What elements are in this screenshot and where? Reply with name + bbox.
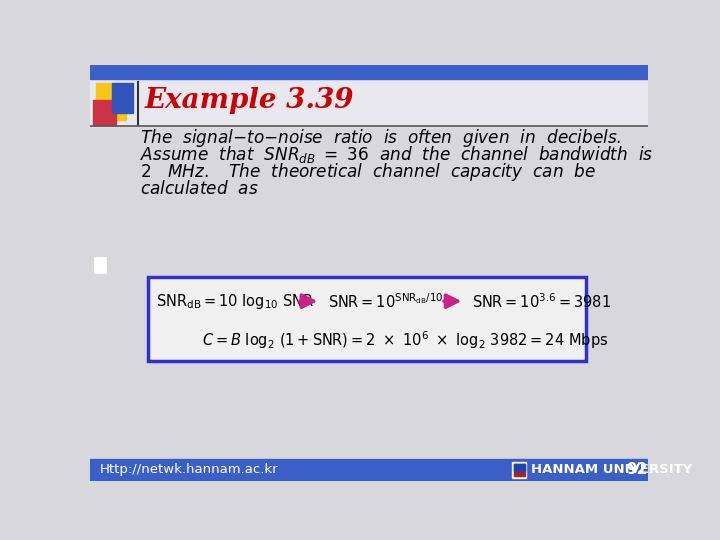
Text: $\mathit{The\ \ signal\mathit{-}to\mathit{-}noise\ \ ratio\ \ is\ \ often\ \ giv: $\mathit{The\ \ signal\mathit{-}to\mathi… bbox=[140, 127, 622, 149]
Text: $\mathit{Assume\ \ that\ \ SNR_{dB}\ =\ 36\ \ and\ \ the\ \ channel\ \ bandwidth: $\mathit{Assume\ \ that\ \ SNR_{dB}\ =\ … bbox=[140, 144, 654, 165]
Text: $\mathrm{SNR = 10^{SNR_{dB}/10}}$: $\mathrm{SNR = 10^{SNR_{dB}/10}}$ bbox=[328, 292, 444, 310]
Bar bbox=[94, 257, 106, 273]
Bar bbox=[113, 90, 129, 111]
Bar bbox=[93, 100, 117, 125]
Bar bbox=[513, 462, 526, 477]
Text: Http://netwk.hannam.ac.kr: Http://netwk.hannam.ac.kr bbox=[99, 463, 278, 476]
Text: Example 3.39: Example 3.39 bbox=[144, 87, 354, 114]
Bar bbox=[112, 83, 133, 112]
Text: $\mathrm{SNR_{dB} = 10\ log_{10}\ SNR}$: $\mathrm{SNR_{dB} = 10\ log_{10}\ SNR}$ bbox=[156, 292, 314, 310]
Text: $\mathit{calculated\ \ as}$: $\mathit{calculated\ \ as}$ bbox=[140, 180, 259, 198]
Text: $\mathrm{SNR = 10^{3.6} = 3981}$: $\mathrm{SNR = 10^{3.6} = 3981}$ bbox=[472, 292, 611, 310]
Text: HANNAM UNIVERSITY: HANNAM UNIVERSITY bbox=[531, 463, 692, 476]
Bar bbox=[514, 464, 525, 471]
Bar bbox=[96, 83, 126, 120]
Text: $C = B\ \mathrm{log_2}\ (1 + \mathrm{SNR}) = 2\ \times\ 10^6\ \times\ \mathrm{lo: $C = B\ \mathrm{log_2}\ (1 + \mathrm{SNR… bbox=[202, 329, 609, 350]
Text: 92: 92 bbox=[626, 462, 648, 477]
Bar bbox=[90, 79, 648, 126]
Bar bbox=[90, 65, 648, 79]
Bar bbox=[90, 459, 648, 481]
Bar bbox=[514, 464, 525, 476]
FancyBboxPatch shape bbox=[148, 276, 586, 361]
Text: $\mathit{2\ \ \ MHz.\ \ \ The\ \ theoretical\ \ channel\ \ capacity\ \ can\ \ be: $\mathit{2\ \ \ MHz.\ \ \ The\ \ theoret… bbox=[140, 161, 597, 183]
